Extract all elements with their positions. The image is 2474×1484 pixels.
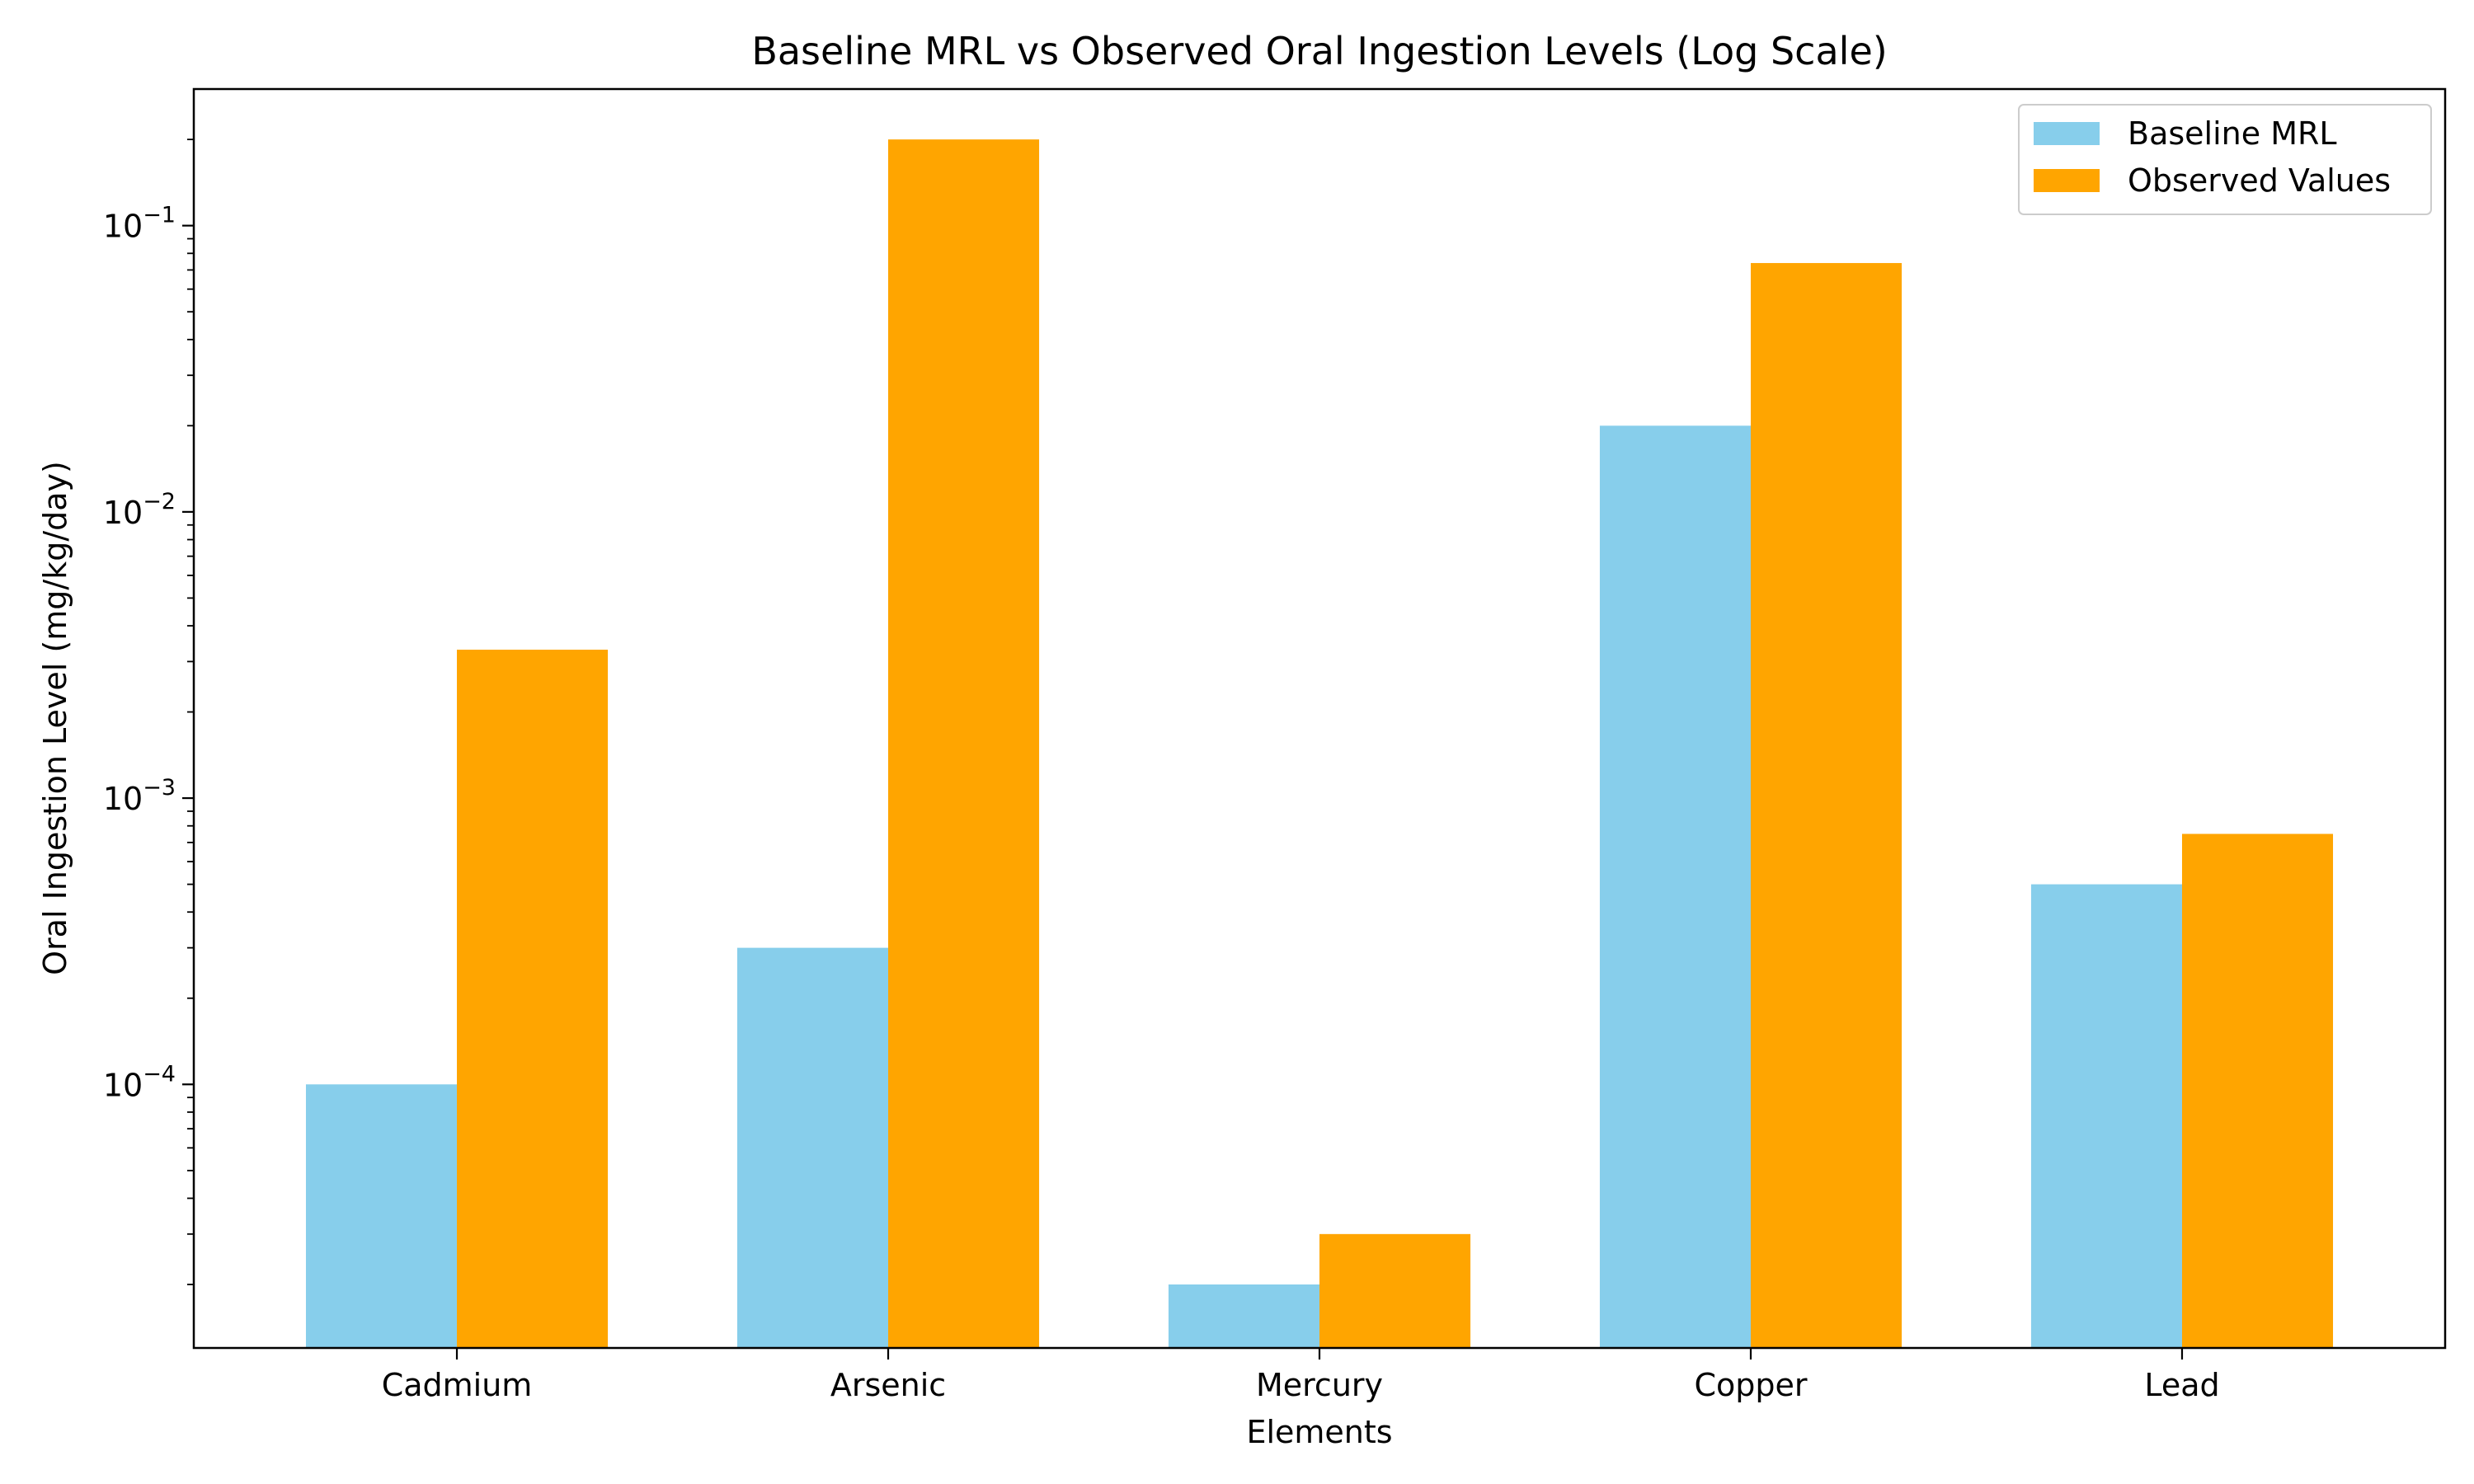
x-tick-label-copper: Copper xyxy=(1694,1367,1807,1403)
legend-label-baseline-mrl: Baseline MRL xyxy=(2128,115,2337,152)
bar-baseline-mrl-lead xyxy=(2030,884,2182,1348)
legend-label-observed-values: Observed Values xyxy=(2128,162,2391,199)
x-axis-label: Elements xyxy=(1246,1414,1392,1450)
y-tick-label: 10−2 xyxy=(103,489,176,531)
bar-observed-values-copper xyxy=(1750,263,1903,1348)
x-tick-label-lead: Lead xyxy=(2144,1367,2219,1403)
y-tick-label: 10−3 xyxy=(103,775,176,817)
legend: Baseline MRL Observed Values xyxy=(2018,104,2432,215)
bars-group xyxy=(305,139,2334,1348)
y-tick-label: 10−1 xyxy=(103,203,176,245)
bar-observed-values-lead xyxy=(2181,834,2334,1348)
y-axis-label: Oral Ingestion Level (mg/kg/day) xyxy=(37,461,73,975)
legend-swatch-baseline-mrl xyxy=(2034,122,2100,145)
bar-baseline-mrl-arsenic xyxy=(736,947,889,1348)
bar-observed-values-cadmium xyxy=(457,650,609,1348)
bar-baseline-mrl-copper xyxy=(1599,425,1751,1348)
y-minor-ticks xyxy=(187,139,194,1285)
x-ticks: Cadmium Arsenic Mercury Copper Lead xyxy=(382,1348,2220,1403)
bar-baseline-mrl-mercury xyxy=(1168,1284,1319,1348)
y-tick-label: 10−4 xyxy=(103,1061,176,1103)
x-tick-label-cadmium: Cadmium xyxy=(382,1367,533,1403)
legend-swatch-observed-values xyxy=(2034,169,2100,192)
bar-observed-values-mercury xyxy=(1319,1233,1471,1348)
legend-box xyxy=(2018,104,2432,215)
y-major-ticks: 10−4 10−3 10−2 10−1 xyxy=(103,203,194,1103)
plot-area-frame xyxy=(192,87,2447,1350)
x-tick-label-arsenic: Arsenic xyxy=(830,1367,946,1403)
bar-baseline-mrl-cadmium xyxy=(305,1084,458,1348)
bar-observed-values-arsenic xyxy=(888,139,1040,1348)
chart-title: Baseline MRL vs Observed Oral Ingestion … xyxy=(751,29,1887,73)
x-tick-label-mercury: Mercury xyxy=(1256,1367,1383,1403)
